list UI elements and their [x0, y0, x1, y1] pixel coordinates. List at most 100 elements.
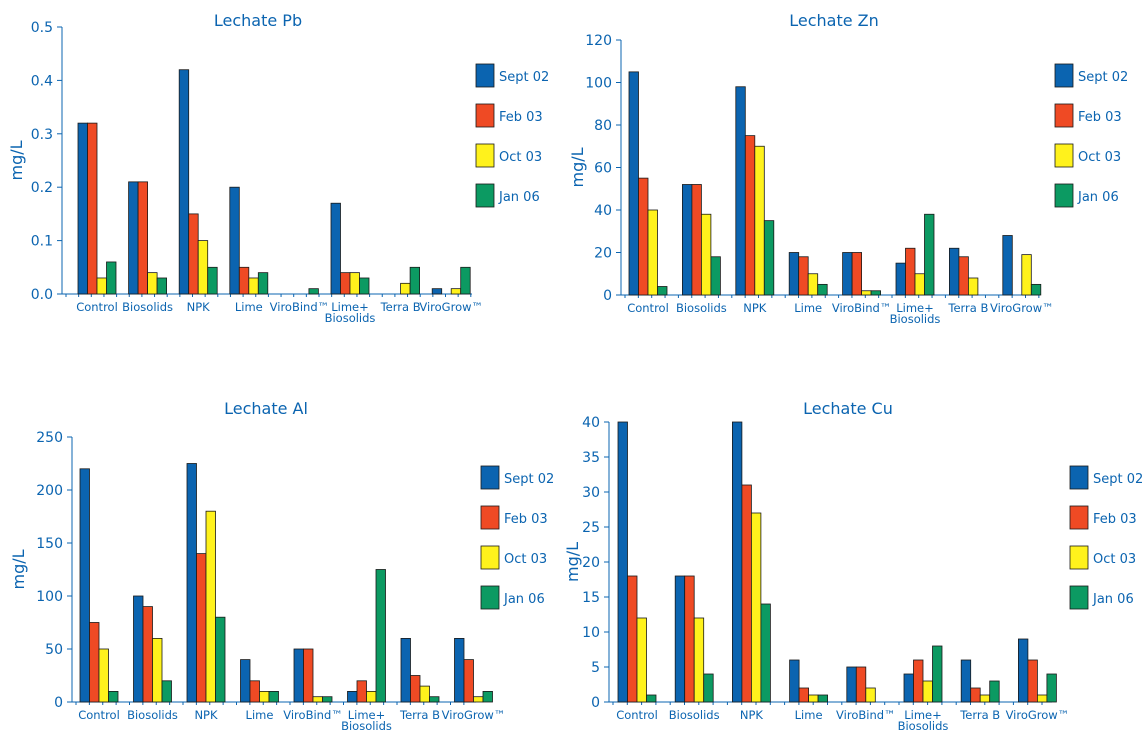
bar-oct-03 [914, 273, 925, 296]
y-tick-label: 10 [582, 625, 600, 641]
legend-label: Feb 03 [499, 110, 543, 125]
chart-title: Lechate Zn [789, 11, 879, 30]
bar-jan-06 [989, 680, 1000, 703]
bar-oct-03 [968, 277, 979, 296]
x-tick-label: Lime [235, 300, 263, 314]
y-tick-label: 200 [36, 483, 63, 499]
bar-jan-06 [932, 645, 943, 703]
bar-feb-03 [1027, 659, 1038, 703]
legend-label: Sept 02 [499, 70, 549, 85]
legend-label: Sept 02 [504, 472, 554, 487]
chart-panel-0: Lechate Pb mg/L 0.0 0.1 0.2 0.3 0.4 0.5 Control B… [7, 11, 549, 325]
bar-feb-03 [627, 575, 638, 703]
y-tick-label: 0 [591, 695, 600, 711]
x-tick-label: Terra B [959, 708, 1000, 722]
x-tick-label: NPK [740, 708, 764, 722]
bar-oct-03 [96, 277, 107, 295]
bar-feb-03 [137, 181, 149, 295]
bar-sept-02 [617, 421, 628, 703]
bar-feb-03 [691, 184, 702, 296]
bar-feb-03 [249, 680, 260, 703]
y-axis-label: mg/L [7, 140, 26, 180]
y-tick-label: 150 [36, 536, 63, 552]
legend-swatch [480, 505, 500, 530]
bar-sept-02 [133, 595, 144, 703]
bar-feb-03 [855, 666, 867, 703]
bar-jan-06 [924, 213, 935, 296]
y-tick-label: 80 [594, 118, 612, 134]
x-tick-label: Biosolids [669, 708, 720, 722]
bar-oct-03 [1037, 694, 1048, 703]
bar-feb-03 [684, 575, 695, 703]
bar-jan-06 [760, 603, 771, 703]
bar-sept-02 [903, 673, 914, 703]
bar-feb-03 [970, 687, 981, 703]
bar-jan-06 [215, 616, 226, 703]
x-tick-label: Biosolids [122, 300, 173, 314]
x-tick-label: Control [76, 300, 118, 314]
x-tick-label: Control [78, 708, 120, 722]
y-tick-label: 0.1 [31, 234, 53, 250]
bar-oct-03 [701, 213, 712, 296]
bar-feb-03 [798, 687, 809, 703]
x-tick-label: ViroGrow™ [990, 301, 1054, 315]
bar-feb-03 [905, 247, 916, 296]
legend-label: Feb 03 [1078, 110, 1122, 125]
bar-oct-03 [205, 510, 216, 703]
x-tick-label: Biosolids [325, 311, 376, 325]
bar-sept-02 [293, 648, 304, 703]
bar-feb-03 [410, 675, 421, 703]
y-tick-label: 15 [582, 590, 600, 606]
bar-feb-03 [463, 659, 474, 703]
bar-sept-02 [960, 659, 972, 703]
legend-label: Jan 06 [1077, 190, 1119, 205]
y-tick-label: 20 [594, 246, 612, 262]
bar-sept-02 [788, 252, 800, 296]
legend-label: Sept 02 [1093, 472, 1143, 487]
y-axis-label: mg/L [9, 549, 28, 589]
bar-feb-03 [851, 252, 862, 296]
bar-oct-03 [419, 685, 430, 703]
legend-label: Sept 02 [1078, 70, 1128, 85]
x-tick-label: NPK [187, 300, 211, 314]
bar-feb-03 [356, 680, 367, 703]
x-tick-label: Terra B [399, 708, 440, 722]
x-tick-label: Biosolids [127, 708, 178, 722]
bar-sept-02 [347, 691, 358, 703]
x-tick-label: Control [627, 301, 669, 315]
bar-jan-06 [482, 691, 493, 703]
x-tick-label: Biosolids [341, 719, 392, 733]
bar-oct-03 [636, 617, 647, 703]
x-tick-label: NPK [743, 301, 767, 315]
x-tick-label: Control [616, 708, 658, 722]
bar-jan-06 [375, 569, 386, 703]
bar-oct-03 [1021, 254, 1032, 296]
bar-sept-02 [1002, 235, 1013, 296]
bar-jan-06 [1030, 283, 1042, 296]
bar-oct-03 [751, 512, 762, 703]
bar-jan-06 [703, 673, 714, 703]
y-tick-label: 50 [45, 642, 63, 658]
bar-sept-02 [789, 659, 800, 703]
y-tick-label: 0.5 [31, 20, 53, 36]
bar-feb-03 [188, 213, 199, 295]
bar-sept-02 [1018, 638, 1029, 703]
legend-label: Jan 06 [498, 190, 540, 205]
bar-oct-03 [259, 691, 270, 703]
bar-sept-02 [431, 288, 443, 295]
y-tick-label: 25 [582, 520, 600, 536]
bar-jan-06 [409, 266, 421, 295]
legend-label: Jan 06 [1092, 592, 1134, 607]
bar-jan-06 [429, 696, 440, 703]
bar-oct-03 [400, 282, 411, 295]
bar-oct-03 [248, 277, 259, 295]
y-tick-label: 0 [603, 288, 612, 304]
y-tick-label: 30 [582, 485, 600, 501]
bar-sept-02 [186, 463, 197, 703]
bar-oct-03 [152, 638, 163, 703]
bar-feb-03 [196, 553, 207, 703]
y-tick-label: 35 [582, 450, 600, 466]
bar-jan-06 [106, 261, 117, 295]
bar-feb-03 [142, 606, 153, 703]
x-tick-label: ViroGrow™ [442, 708, 506, 722]
